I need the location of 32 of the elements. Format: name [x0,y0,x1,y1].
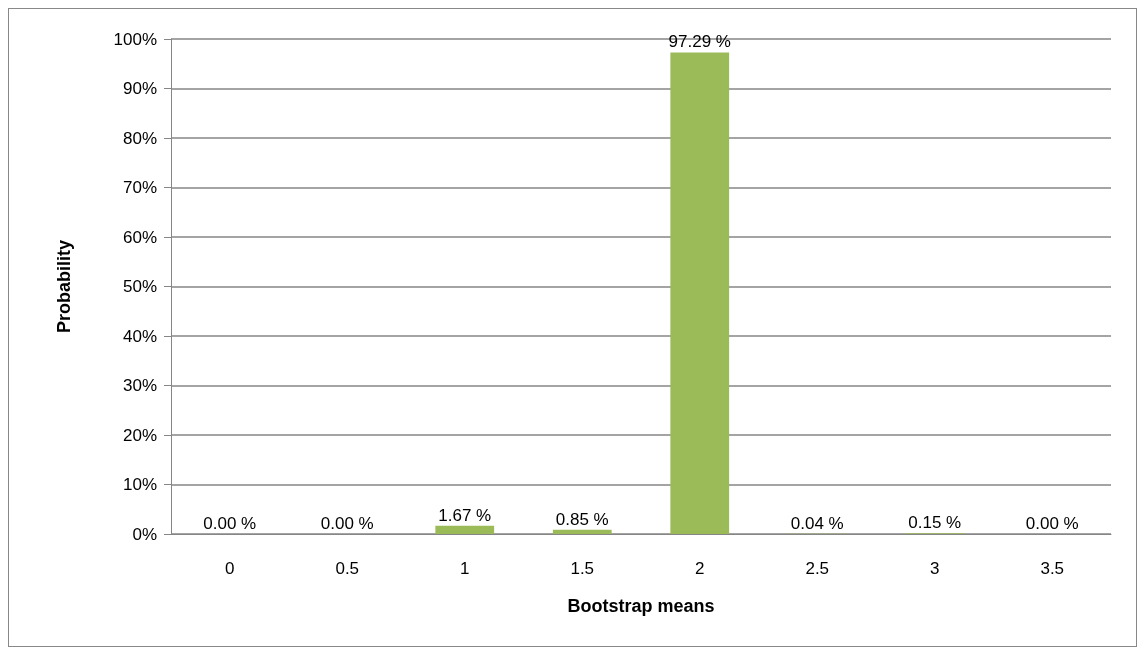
x-tick-label: 1.5 [570,559,595,578]
data-label: 0.85 % [555,509,609,529]
y-tick-label: 40% [122,326,157,346]
y-tick-label: 0% [132,524,157,544]
data-label: 0.04 % [790,513,844,533]
x-tick-label: 0.5 [335,559,360,578]
y-tick-label: 100% [113,29,157,49]
y-axis-title: Probability [54,239,74,334]
y-tick-label: 30% [122,376,157,395]
y-tick-label: 50% [122,277,157,296]
data-label: 0.00 % [1025,514,1079,533]
data-label: 1.67 % [438,505,492,525]
x-tick-label: 2 [695,559,705,578]
bar [435,525,495,534]
data-label: 0.15 % [908,513,962,533]
y-tick-label: 70% [122,178,157,197]
x-tick-label: 0 [225,559,235,578]
y-tick-label: 80% [122,128,157,148]
bar [670,52,730,534]
data-label: 0.00 % [320,514,374,533]
data-label: 97.29 % [668,32,731,52]
y-tick-label: 60% [122,227,157,247]
bar [552,529,612,534]
data-label: 0.00 % [203,514,257,533]
y-tick-label: 90% [122,79,157,98]
x-tick-label: 3.5 [1040,559,1065,578]
y-tick-label: 20% [122,425,157,445]
x-axis-title: Bootstrap means [567,596,715,616]
x-tick-label: 1 [460,559,470,578]
x-tick-label: 2.5 [805,559,830,578]
x-tick-label: 3 [930,559,940,578]
y-tick-label: 10% [122,475,157,494]
